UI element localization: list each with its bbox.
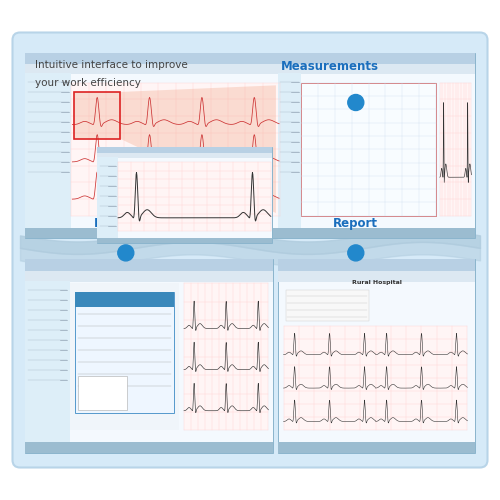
FancyBboxPatch shape: [25, 53, 282, 64]
FancyBboxPatch shape: [440, 82, 472, 216]
Circle shape: [348, 94, 364, 110]
Text: Rural Hospital: Rural Hospital: [352, 280, 402, 285]
FancyBboxPatch shape: [25, 260, 274, 452]
FancyBboxPatch shape: [75, 292, 174, 412]
FancyBboxPatch shape: [278, 228, 475, 238]
FancyBboxPatch shape: [118, 162, 271, 232]
FancyBboxPatch shape: [25, 271, 274, 281]
Text: Report: Report: [334, 218, 378, 230]
FancyBboxPatch shape: [25, 280, 70, 442]
FancyBboxPatch shape: [25, 260, 274, 271]
FancyBboxPatch shape: [25, 64, 282, 74]
FancyBboxPatch shape: [97, 147, 272, 152]
FancyBboxPatch shape: [12, 32, 488, 468]
FancyBboxPatch shape: [97, 238, 272, 243]
FancyBboxPatch shape: [75, 292, 174, 306]
FancyBboxPatch shape: [284, 326, 468, 430]
Text: Intuitive interface to improve: Intuitive interface to improve: [35, 60, 188, 70]
FancyBboxPatch shape: [278, 260, 475, 271]
FancyBboxPatch shape: [278, 53, 475, 64]
FancyBboxPatch shape: [184, 284, 268, 430]
Text: your work efficiency: your work efficiency: [35, 78, 141, 88]
Circle shape: [348, 245, 364, 261]
FancyBboxPatch shape: [70, 284, 179, 430]
FancyBboxPatch shape: [278, 53, 475, 238]
FancyBboxPatch shape: [97, 152, 272, 158]
FancyBboxPatch shape: [72, 82, 280, 216]
FancyBboxPatch shape: [97, 147, 272, 243]
FancyBboxPatch shape: [25, 442, 274, 452]
FancyBboxPatch shape: [25, 53, 282, 238]
FancyBboxPatch shape: [278, 74, 301, 228]
Polygon shape: [74, 86, 276, 213]
FancyBboxPatch shape: [278, 64, 475, 74]
FancyBboxPatch shape: [302, 82, 436, 216]
Text: Diagnosis: Diagnosis: [94, 218, 158, 230]
FancyBboxPatch shape: [25, 74, 72, 228]
FancyBboxPatch shape: [97, 158, 118, 238]
Circle shape: [118, 245, 134, 261]
FancyBboxPatch shape: [278, 271, 475, 281]
FancyBboxPatch shape: [78, 376, 127, 410]
FancyBboxPatch shape: [278, 260, 475, 452]
FancyBboxPatch shape: [286, 290, 368, 321]
Text: Measurements: Measurements: [281, 60, 379, 73]
FancyBboxPatch shape: [25, 228, 282, 238]
FancyBboxPatch shape: [278, 442, 475, 452]
